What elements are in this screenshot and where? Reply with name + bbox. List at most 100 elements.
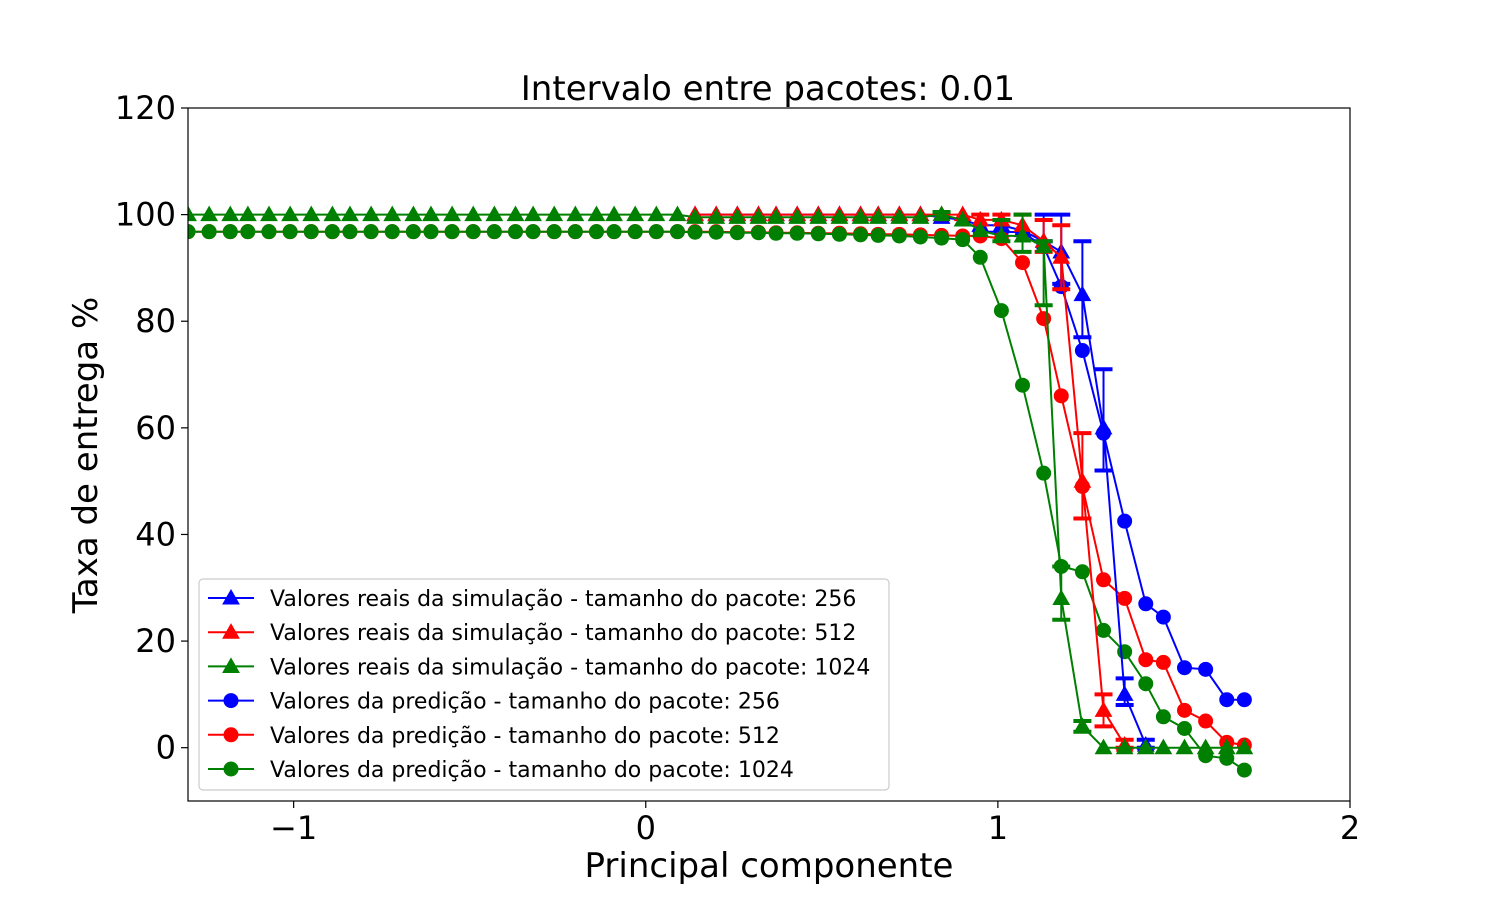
data-point [1036,465,1052,481]
data-point [1074,343,1090,359]
legend-entry: Valores da predição - tamanho do pacote:… [270,758,794,783]
data-point [830,208,849,224]
data-point [507,224,523,240]
data-point [1117,590,1133,606]
y-tick-label: 100 [115,196,176,234]
data-point [1217,738,1236,755]
data-point [1074,564,1090,580]
data-point [525,224,541,240]
plot-frame [187,107,1351,802]
data-point [687,224,703,240]
series-line [980,230,1245,701]
data-point [222,224,238,240]
data-point [648,224,664,240]
data-point [668,205,687,222]
data-point [1036,311,1052,327]
data-point [362,205,381,222]
data-point [1154,738,1173,755]
plot-area [187,107,1351,802]
data-point [566,205,585,222]
data-point [423,224,439,240]
data-point [240,224,256,240]
data-point [363,224,379,240]
data-point [912,229,928,245]
data-point [405,224,421,240]
data-point [1117,644,1133,660]
data-point [647,205,666,222]
data-point [1073,472,1092,488]
data-point [1015,255,1031,271]
legend-marker [222,588,240,605]
data-point [992,226,1011,243]
data-point [1196,738,1215,755]
data-point [1155,709,1171,725]
x-tick-label: −1 [270,809,317,847]
data-point [809,208,828,224]
data-point [261,224,277,240]
data-point [1096,572,1112,588]
data-point [465,224,481,240]
data-point [341,205,359,222]
data-point [851,208,870,224]
series-3 [972,224,1252,708]
x-tick-label: 2 [1340,809,1360,847]
data-point [545,205,564,222]
data-point [953,210,972,227]
data-point [971,221,990,238]
data-point [686,208,704,224]
data-point [1073,717,1092,733]
data-point [768,225,784,241]
data-point [546,224,562,240]
data-point [506,205,525,222]
data-point [810,226,826,242]
data-point [934,230,950,246]
data-point [1235,738,1254,755]
data-point [324,224,340,240]
data-point [422,205,440,222]
chart-title: Intervalo entre pacotes: 0.01 [521,69,1015,109]
data-point [464,205,483,222]
legend-marker [223,761,239,777]
y-axis: 0 20 40 60 80 100 120 [115,89,188,767]
legend-marker [223,693,239,709]
data-point [749,208,768,224]
data-point [1177,660,1193,676]
x-axis: −1 0 1 2 [270,801,1360,847]
data-point [201,224,217,240]
data-point [972,249,988,265]
legend-entry: Valores reais da simulação - tamanho do … [270,621,856,646]
data-point [993,303,1009,319]
data-point [486,224,502,240]
data-point [221,205,240,222]
data-point [669,224,685,240]
series-2 [188,205,1254,755]
data-point [1094,738,1113,755]
y-tick-label: 20 [135,622,176,660]
data-point [384,224,400,240]
data-point [1138,676,1154,692]
legend-box [198,578,890,791]
data-point [789,225,805,241]
legend-marker [222,623,240,639]
y-tick-label: 80 [135,302,176,340]
data-point [853,227,869,243]
data-point [1013,226,1032,243]
data-point [1138,652,1154,668]
data-point [443,205,462,222]
data-point [238,205,257,222]
data-point [1155,654,1171,670]
y-axis-label: Taxa de entrega % [66,297,106,615]
data-point [1198,713,1214,729]
data-point [1115,738,1134,755]
data-point [281,205,300,222]
data-point [1155,609,1171,625]
data-point [1177,702,1193,718]
data-point [831,226,847,242]
data-point [626,205,645,222]
data-point [606,224,622,240]
legend-marker [222,657,240,673]
series-line [695,213,1126,746]
data-point [1175,738,1194,755]
data-point [188,205,197,222]
